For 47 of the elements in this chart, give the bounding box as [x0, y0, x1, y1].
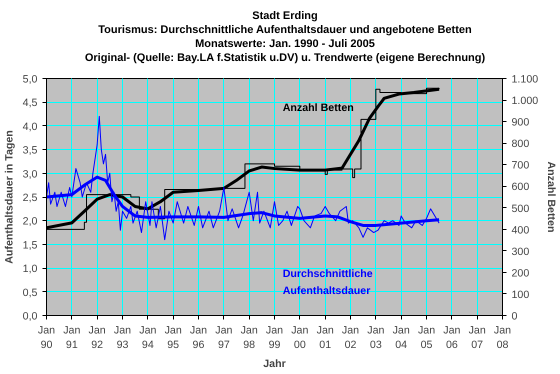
y2-tick-label: 600	[512, 181, 530, 194]
y-tick-label: 4,0	[22, 120, 38, 133]
x-tick-label: Jan 93	[114, 324, 132, 351]
chart-subtitle: Tourismus: Durchschnittliche Aufenthaltsdauer und angebotene Betten Monatswerte: Jan. 1990 - Juli 2005 Original- (Quelle: Bay.LA f.Statistik u.DV) u. Trendwerte (eigene Berechnung)	[84, 23, 486, 65]
x-tick-label: Jan 01	[316, 324, 334, 351]
y2-axis-title: Anzahl Betten	[545, 161, 558, 233]
x-tick-label: Jan 04	[392, 324, 410, 351]
y2-tick-label: 0	[512, 310, 518, 322]
y2-tick-label: 300	[512, 246, 530, 258]
y-tick-label: 0,5	[22, 286, 38, 299]
y2-tick-label: 800	[512, 138, 530, 150]
y2-tick-label: 400	[512, 224, 530, 236]
y-tick-label: 4,5	[22, 97, 38, 110]
x-tick-label: Jan 95	[164, 324, 182, 351]
y-tick-label: 0,0	[22, 310, 38, 322]
y-tick-label: 1,5	[22, 239, 38, 252]
x-tick-label: Jan 92	[88, 324, 106, 351]
x-tick-label: Jan 94	[139, 324, 157, 351]
x-tick-label: Jan 00	[291, 324, 308, 351]
y-tick-label: 3,0	[22, 168, 38, 180]
x-tick-label: Jan 97	[215, 324, 233, 351]
y2-tick-label: 100	[512, 288, 530, 301]
y-tick-label: 3,5	[22, 144, 38, 157]
y2-tick-label: 200	[512, 267, 530, 280]
x-tick-label: Jan 03	[367, 324, 385, 351]
x-tick-label: Jan 07	[468, 324, 486, 351]
x-tick-label: Jan 08	[494, 324, 512, 351]
y-tick-label: 5,0	[22, 74, 38, 86]
y-tick-label: 2,0	[22, 216, 38, 228]
y2-tick-label: 900	[512, 116, 530, 129]
y2-tick-label: 1.100	[512, 74, 538, 86]
chart-title: Stadt Erding	[251, 9, 319, 23]
y2-tick-label: 500	[512, 202, 530, 215]
y2-tick-label: 1.000	[512, 95, 538, 108]
x-tick-label: Jan 05	[418, 324, 436, 351]
x-tick-label: Jan 91	[63, 324, 80, 351]
x-tick-label: Jan 98	[240, 324, 258, 351]
y-tick-label: 2,5	[22, 192, 38, 204]
y2-tick-label: 700	[512, 160, 530, 172]
x-tick-label: Jan 99	[266, 324, 284, 351]
x-tick-label: Jan 06	[443, 324, 461, 351]
x-tick-label: Jan 96	[190, 324, 208, 351]
x-tick-label: Jan 90	[38, 324, 56, 351]
x-tick-label: Jan 02	[342, 324, 360, 351]
y-axis-title: Aufenthaltsdauer in Tagen	[4, 130, 16, 264]
x-axis-title: Jahr	[263, 358, 286, 370]
y-tick-label: 1,0	[22, 263, 38, 276]
